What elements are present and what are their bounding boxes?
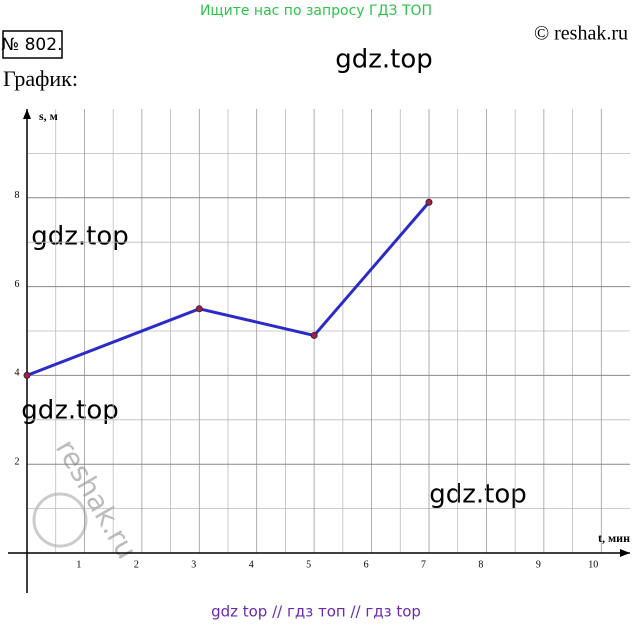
watermark: gdz.top: [335, 45, 433, 75]
x-tick-label: 6: [364, 559, 369, 570]
watermark: gdz.top: [31, 222, 129, 252]
number-box: [2, 30, 63, 59]
x-tick-label: 1: [76, 559, 81, 570]
x-tick-label: 5: [306, 559, 311, 570]
y-tick-label: 6: [15, 279, 20, 290]
x-axis-label: t, мин: [598, 531, 630, 545]
x-tick-label: 3: [191, 559, 196, 570]
y-axis-arrow: [23, 109, 31, 119]
search-hint: Ищите нас по запросу ГДЗ ТОП: [200, 3, 432, 19]
watermark: gdz.top: [429, 480, 527, 510]
x-tick-label: 2: [134, 559, 139, 570]
copyright: © reshak.ru: [534, 23, 628, 45]
point: [310, 331, 318, 339]
y-tick-label: 2: [15, 456, 20, 467]
task-number: № 802.: [2, 35, 63, 55]
x-tick-label: 10: [588, 559, 598, 570]
point: [425, 198, 433, 206]
footer: gdz top // гдз топ // гдз top: [211, 603, 421, 621]
x-tick-label: 8: [478, 559, 483, 570]
stamp-circle: [32, 492, 88, 548]
point: [195, 305, 203, 313]
watermark: gdz.top: [21, 396, 119, 426]
x-tick-label: 9: [536, 559, 541, 570]
chart: 1 2 3 4 5 6 7 8 9 10 2 4 6 8 t, мин s, м: [8, 109, 630, 593]
x-axis-arrow: [620, 549, 630, 557]
caption: График:: [3, 66, 78, 91]
x-tick-label: 4: [249, 559, 254, 570]
point: [23, 371, 31, 379]
y-tick-label: 4: [15, 368, 20, 379]
y-tick-label: 8: [15, 190, 20, 201]
line: [26, 201, 431, 377]
x-tick-label: 7: [421, 559, 426, 570]
y-axis-label: s, м: [39, 109, 58, 123]
